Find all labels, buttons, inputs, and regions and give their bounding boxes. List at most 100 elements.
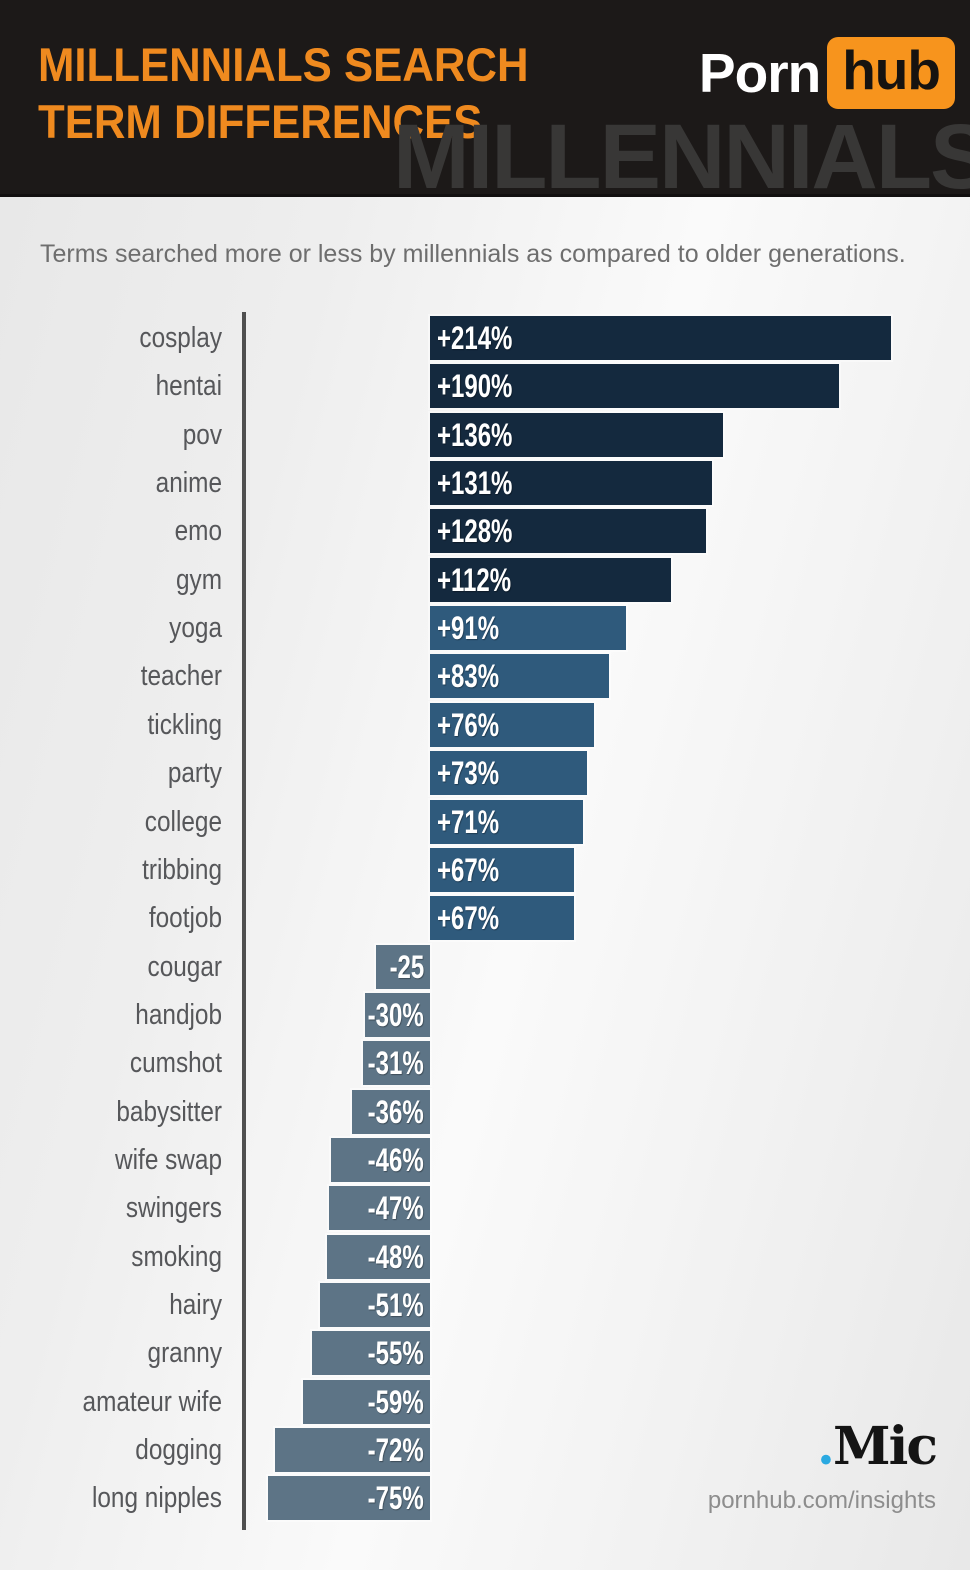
term-bar: +131% [430, 461, 712, 506]
bar-value-label: -55% [367, 1335, 424, 1372]
chart-row: granny -55% [0, 1331, 970, 1376]
term-bar: -75% [268, 1476, 430, 1521]
term-label: hentai [155, 370, 222, 403]
term-label: smoking [131, 1240, 222, 1273]
term-bar: +67% [430, 847, 574, 892]
term-label: cougar [147, 950, 222, 983]
bar-value-label: +83% [437, 658, 500, 695]
bar-value-label: -31% [367, 1045, 424, 1082]
term-label: pov [182, 418, 222, 451]
header: MILLENNIALS SEARCH TERM DIFFERENCES MILL… [0, 0, 970, 197]
term-label: dogging [135, 1434, 222, 1467]
term-bar: +76% [430, 702, 594, 747]
term-bar: +136% [430, 412, 723, 457]
bar-value-label: -72% [367, 1432, 424, 1469]
chart-row: anime +131% [0, 461, 970, 506]
term-label: emo [174, 515, 222, 548]
bar-value-label: -48% [367, 1238, 424, 1275]
bar-value-label: +190% [437, 368, 513, 405]
bar-value-label: +128% [437, 513, 513, 550]
term-label: babysitter [116, 1095, 222, 1128]
page-title-line1: MILLENNIALS SEARCH [38, 38, 529, 91]
bar-value-label: -30% [367, 996, 424, 1033]
chart-row: babysitter -36% [0, 1089, 970, 1134]
term-label: yoga [169, 612, 222, 645]
bar-value-label: -47% [367, 1190, 424, 1227]
term-bar: -55% [312, 1331, 430, 1376]
term-bar: +73% [430, 751, 587, 796]
bar-value-label: +73% [437, 755, 500, 792]
bar-value-label: +112% [437, 561, 512, 598]
chart-row: handjob -30% [0, 992, 970, 1037]
chart-row: long nipples -75% [0, 1476, 970, 1521]
term-label: wife swap [115, 1143, 222, 1176]
term-bar: -48% [327, 1234, 430, 1279]
chart-row: college +71% [0, 799, 970, 844]
bar-value-label: -59% [367, 1383, 424, 1420]
term-label: hairy [169, 1289, 222, 1321]
term-bar: -46% [331, 1137, 430, 1182]
chart-subtitle: Terms searched more or less by millennia… [40, 240, 906, 268]
chart-row: swingers -47% [0, 1186, 970, 1231]
chart-row: dogging -72% [0, 1428, 970, 1473]
bar-value-label: -75% [367, 1480, 424, 1517]
bar-value-label: -36% [367, 1093, 424, 1130]
chart-row: cosplay +214% [0, 316, 970, 360]
term-bar: +71% [430, 799, 583, 844]
bar-value-label: +214% [437, 320, 513, 356]
term-bar: +83% [430, 654, 609, 699]
term-bar: +91% [430, 606, 626, 651]
chart-row: footjob +67% [0, 896, 970, 941]
chart: cosplay +214% hentai +190% pov +136% anime +131… [0, 310, 970, 1540]
term-label: long nipples [91, 1482, 222, 1515]
chart-row: amateur wife -59% [0, 1379, 970, 1424]
term-bar: -31% [363, 1041, 430, 1086]
term-bar: -59% [303, 1379, 430, 1424]
chart-row: emo +128% [0, 509, 970, 554]
term-label: amateur wife [82, 1385, 222, 1418]
term-label: handjob [135, 998, 222, 1031]
term-bar: -25 [376, 944, 430, 989]
term-bar: -36% [352, 1089, 430, 1134]
term-label: cosplay [139, 322, 222, 354]
bar-value-label: -25 [389, 948, 424, 985]
term-label: teacher [140, 660, 222, 693]
term-label: swingers [125, 1192, 222, 1225]
term-bar: -51% [320, 1283, 430, 1327]
page-title-line2: TERM DIFFERENCES [38, 95, 483, 148]
bar-value-label: +71% [437, 803, 500, 840]
chart-row: tickling +76% [0, 702, 970, 747]
term-label: tickling [147, 708, 222, 741]
bar-value-label: -46% [367, 1141, 424, 1178]
term-label: cumshot [129, 1047, 222, 1080]
term-label: gym [175, 563, 222, 596]
bar-value-label: +131% [437, 465, 513, 502]
chart-row: yoga +91% [0, 606, 970, 651]
term-label: college [144, 805, 222, 838]
chart-row: teacher +83% [0, 654, 970, 699]
term-bar: +214% [430, 316, 891, 360]
term-label: party [167, 757, 222, 790]
pornhub-logo: Porn hub [698, 37, 955, 109]
pornhub-logo-porn: Porn [698, 42, 821, 104]
term-label: anime [155, 467, 222, 500]
bar-value-label: +67% [437, 900, 500, 937]
term-label: tribbing [142, 853, 222, 886]
mic-logo-wordmark: Mic [833, 1416, 938, 1477]
insights-url: pornhub.com/insights [707, 1487, 936, 1514]
term-bar: -30% [365, 992, 430, 1037]
chart-row: pov +136% [0, 412, 970, 457]
mic-logo: .Mic [816, 1416, 938, 1477]
chart-row: wife swap -46% [0, 1137, 970, 1182]
mic-logo-dot: . [816, 1416, 835, 1477]
chart-row: hairy -51% [0, 1283, 970, 1327]
chart-row: hentai +190% [0, 364, 970, 409]
chart-row: smoking -48% [0, 1234, 970, 1279]
term-bar: +128% [430, 509, 706, 554]
chart-row: tribbing +67% [0, 847, 970, 892]
bar-value-label: +67% [437, 851, 500, 888]
chart-row: party +73% [0, 751, 970, 796]
term-bar: +190% [430, 364, 839, 409]
term-label: granny [147, 1337, 222, 1370]
